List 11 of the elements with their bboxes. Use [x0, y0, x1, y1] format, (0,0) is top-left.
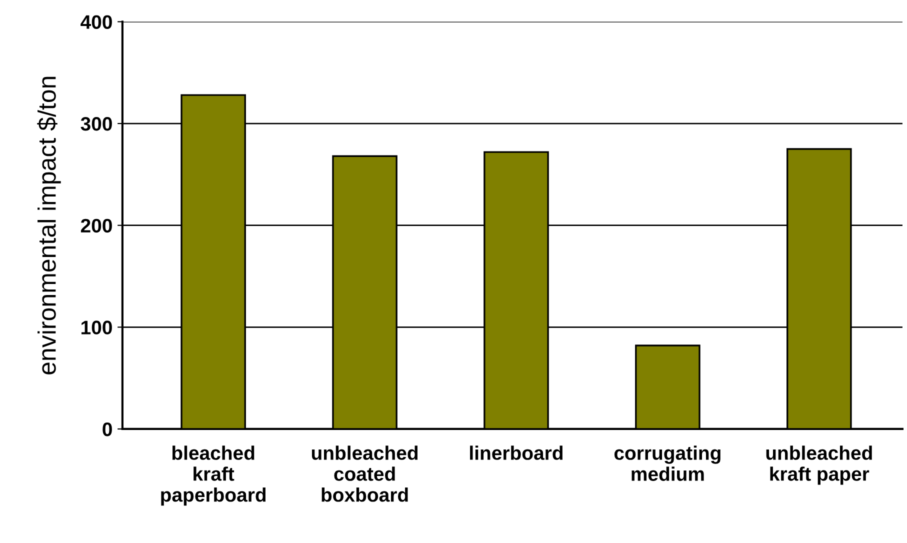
x-tick-label: corrugating medium: [614, 446, 720, 481]
y-tick-label: 400: [80, 15, 112, 29]
y-tick-label: 300: [80, 117, 112, 131]
x-tick-label: unbleached kraft paper: [766, 446, 872, 485]
x-tick-label: linerboard: [470, 446, 562, 460]
x-tick-label: bleached kraft paperboard: [161, 446, 266, 506]
y-tick-label: 100: [82, 320, 112, 334]
y-tick-label: 200: [80, 218, 112, 233]
y-axis-title: environmental impact $/ton: [37, 76, 61, 374]
x-tick-label: unbleached coated boxboard: [312, 446, 418, 502]
y-tick-label: 0: [102, 422, 112, 436]
